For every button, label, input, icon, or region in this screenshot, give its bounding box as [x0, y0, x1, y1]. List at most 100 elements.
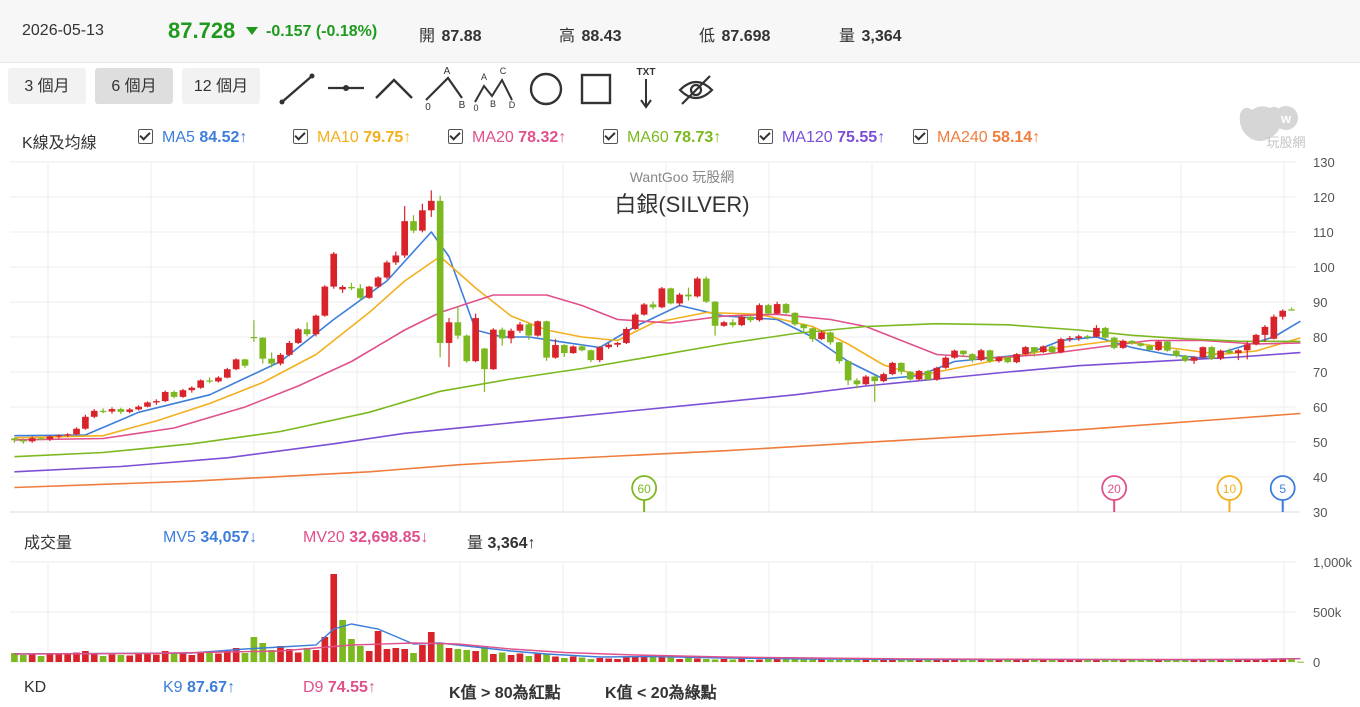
ma60-legend[interactable]: MA60 78.73↑	[603, 129, 721, 147]
volume-bar	[889, 660, 896, 662]
candle-body	[915, 370, 923, 380]
marker-label: 10	[1223, 482, 1237, 496]
candle-body	[525, 324, 533, 336]
candle	[1279, 309, 1287, 320]
ma120-legend[interactable]: MA120 75.55↑	[758, 129, 885, 147]
volume-bar	[64, 654, 71, 662]
volume-bar	[649, 656, 657, 662]
candle-body	[232, 359, 240, 370]
candle	[738, 314, 746, 327]
horizontal-line-icon[interactable]	[324, 64, 368, 112]
volume-bar	[862, 659, 870, 662]
candle	[844, 360, 852, 386]
candle-body	[605, 344, 612, 348]
volume-bar	[197, 652, 205, 662]
quote-change: -0.157 (-0.18%)	[246, 23, 377, 41]
period-6m-button[interactable]: 6 個月	[95, 68, 173, 104]
candle	[543, 320, 550, 361]
circle-icon[interactable]	[524, 64, 568, 112]
low-value: 87.698	[721, 28, 771, 45]
candle-body	[951, 350, 958, 358]
candle-body	[472, 318, 479, 362]
volume-bar	[1288, 659, 1295, 662]
rectangle-icon[interactable]	[574, 64, 618, 112]
ma10-checkbox[interactable]	[293, 129, 308, 144]
candle	[463, 334, 471, 363]
candle	[1057, 337, 1065, 354]
candle-body	[827, 332, 834, 343]
candle	[552, 339, 559, 359]
candle	[889, 361, 896, 376]
candle	[507, 328, 515, 344]
ma20-legend[interactable]: MA20 78.32↑	[448, 129, 566, 147]
kd-note-red: K值 > 80為紅點	[449, 685, 561, 702]
candle	[37, 437, 45, 441]
ma5-checkbox[interactable]	[138, 129, 153, 144]
candle-body	[108, 409, 116, 412]
candle	[1128, 340, 1136, 345]
abcd-pattern-icon[interactable]: A C 0 B D	[472, 64, 516, 112]
candle-body	[55, 435, 63, 437]
trend-line-icon[interactable]	[276, 64, 320, 112]
ma60-name: MA60	[627, 129, 669, 146]
abc-pattern-icon[interactable]: A 0 B	[422, 64, 466, 112]
ma5-legend[interactable]: MA5 84.52↑	[138, 129, 247, 147]
ma120-checkbox[interactable]	[758, 129, 773, 144]
period-3m-button[interactable]: 3 個月	[8, 68, 86, 104]
volume-bar	[658, 656, 666, 662]
candle-body	[46, 436, 54, 440]
candle	[303, 322, 311, 337]
angle-icon[interactable]	[372, 64, 416, 112]
volume-bar	[241, 653, 249, 662]
candle	[383, 260, 391, 280]
high-label: 高	[559, 28, 576, 45]
volume-bar	[773, 657, 781, 662]
ma240-value: 58.14	[992, 129, 1033, 146]
candle	[1226, 348, 1233, 355]
volume-bar	[729, 659, 737, 662]
ma20-checkbox[interactable]	[448, 129, 463, 144]
volume-bar	[880, 659, 887, 662]
candle	[312, 314, 320, 337]
volume-bar	[1164, 659, 1171, 662]
candle-body	[1181, 355, 1189, 361]
volume-value: 3,364	[861, 28, 902, 45]
hide-icon[interactable]	[674, 64, 718, 112]
candle	[951, 349, 958, 359]
candle-body	[738, 316, 746, 326]
abcd-d-label: D	[509, 100, 516, 110]
volume-bar	[188, 655, 196, 662]
candle-body	[552, 345, 559, 358]
period-12m-button[interactable]: 12 個月	[182, 68, 260, 104]
candle-body	[37, 438, 45, 440]
ma240-legend[interactable]: MA240 58.14↑	[913, 129, 1040, 147]
volume-bar	[835, 660, 843, 662]
volume-bar	[365, 651, 373, 662]
candle-body	[64, 434, 71, 436]
abc-b-label: B	[459, 100, 466, 111]
candle-body	[764, 305, 772, 314]
abc-zero-label: 0	[425, 102, 431, 112]
text-arrow-icon[interactable]: TXT	[624, 64, 668, 112]
candle	[436, 195, 444, 358]
candle-body	[1199, 347, 1207, 358]
ma60-checkbox[interactable]	[603, 129, 618, 144]
candle	[924, 369, 932, 381]
candle-body	[427, 200, 435, 211]
candle-body	[1235, 350, 1242, 354]
ma240-checkbox[interactable]	[913, 129, 928, 144]
candle-body	[1137, 343, 1145, 346]
candle	[578, 344, 586, 352]
volume-bar	[374, 631, 382, 662]
candle-body	[161, 391, 169, 402]
candle	[835, 341, 843, 364]
ma10-legend[interactable]: MA10 79.75↑	[293, 129, 411, 147]
cross-marker-10: 10	[1216, 475, 1243, 512]
volume-bar	[427, 632, 435, 662]
volume-bar	[277, 646, 284, 662]
volume-bar	[578, 657, 586, 662]
volume-bar	[490, 654, 497, 662]
volume-bar	[507, 655, 515, 662]
candle	[631, 313, 639, 330]
